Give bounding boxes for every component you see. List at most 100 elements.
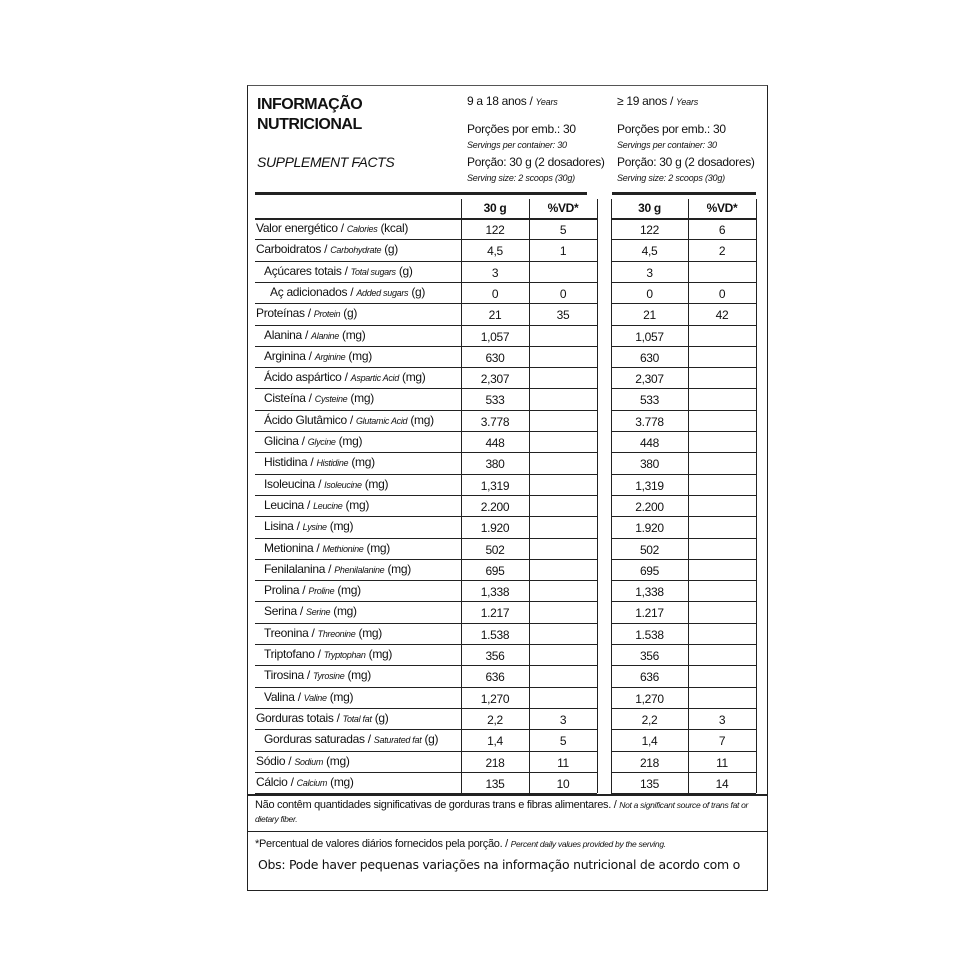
cell-value: 2.200 (635, 499, 664, 514)
label-en: Arginine (314, 351, 346, 362)
cell-value: 122 (485, 223, 505, 237)
cell-value: 7 (718, 734, 726, 749)
row-label: Ácido aspártico / Aspartic Acid (mg) (264, 370, 426, 385)
rule (255, 793, 597, 795)
label-pt: Triptofano / (264, 647, 321, 661)
label-pt: Gorduras totais / (256, 710, 340, 725)
label-pt: Carboidratos / (256, 242, 328, 257)
rule (611, 367, 756, 369)
rule (611, 452, 756, 454)
cell-value: 1,057 (635, 329, 664, 344)
column-header: 30 g (638, 201, 661, 215)
label-unit: (mg) (347, 668, 371, 683)
rule (255, 239, 597, 241)
rule (255, 409, 597, 411)
cell-value: 3 (491, 265, 499, 280)
row-label: Arginina / Arginine (mg) (264, 349, 372, 363)
rule (255, 494, 597, 496)
row-label: Triptofano / Tryptophan (mg) (264, 647, 392, 661)
label-pt: Serina / (264, 604, 303, 619)
label-pt: Isoleucina / (264, 476, 322, 491)
label-en: Isoleucine (324, 479, 362, 490)
cell-value: 695 (639, 563, 660, 578)
cell-value: 11 (557, 755, 569, 770)
label-en: Cysteine (314, 394, 348, 405)
cell-value: 3 (646, 265, 653, 280)
rule (611, 473, 756, 475)
label-pt: Cisteína / (264, 391, 312, 406)
label-unit: (kcal) (380, 221, 409, 235)
label-en: Valine (303, 692, 327, 703)
label-unit: (mg) (326, 753, 350, 768)
label-en: Tyrosine (312, 671, 345, 682)
label-en: Threonine (317, 628, 356, 639)
portion-en: Serving size: 2 scoops (30g) (617, 173, 725, 183)
label-unit: (g) (384, 242, 398, 257)
rule (255, 558, 597, 560)
label-pt: Treonina / (264, 625, 315, 640)
cell-value: 4,5 (487, 244, 503, 259)
label-pt: Cálcio / (256, 774, 294, 789)
label-unit: (mg) (366, 540, 391, 555)
cell-value: 502 (639, 542, 660, 557)
cell-value: 1,319 (480, 478, 510, 493)
rule (255, 345, 597, 347)
footnote: Não contêm quantidades significativas de… (255, 798, 763, 826)
age-en: Years (535, 97, 558, 107)
label-pt: Valina / (264, 689, 301, 704)
cell-value: 218 (485, 755, 505, 770)
label-en: Protein (313, 309, 341, 320)
rule (255, 537, 597, 539)
row-label: Alanina / Alanine (mg) (264, 328, 366, 342)
cell-value: 10 (556, 776, 570, 791)
label-pt: Valor energético / (256, 221, 344, 235)
rule (611, 771, 756, 773)
rule (611, 750, 756, 752)
rule (611, 409, 756, 411)
label-pt: Alanina / (264, 327, 308, 342)
rule (255, 622, 597, 624)
rule (688, 199, 689, 794)
cell-value: 502 (485, 542, 505, 557)
rule (611, 199, 612, 794)
rule (611, 431, 756, 432)
rule (529, 199, 530, 794)
rule (611, 324, 756, 326)
cell-value: 1,270 (635, 691, 664, 706)
servings: Porções por emb.: 30 (617, 122, 726, 136)
rule (255, 281, 597, 283)
row-label: Valor energético / Calories (kcal) (256, 221, 408, 235)
label-pt: Arginina / (264, 348, 312, 363)
row-label: Ácido Glutâmico / Glutamic Acid (mg) (264, 413, 434, 427)
row-label: Fenilalanina / Phenilalanine (mg) (264, 562, 411, 576)
label-pt: Ácido aspártico / (264, 370, 348, 385)
row-label: Gorduras saturadas / Saturated fat (g) (264, 732, 439, 747)
subtitle: SUPPLEMENT FACTS (257, 154, 395, 170)
rule (611, 729, 756, 731)
label-en: Histidine (316, 458, 349, 469)
rule (255, 473, 597, 475)
rule (611, 686, 756, 688)
cell-value: 3 (718, 712, 726, 727)
rule (611, 644, 756, 645)
label-unit: (g) (343, 306, 358, 321)
rule (255, 260, 597, 262)
rule (255, 771, 597, 773)
label-en: Phenilalanine (334, 564, 385, 575)
row-label: Carboidratos / Carbohydrate (g) (256, 242, 398, 256)
label-en: Tryptophan (323, 650, 366, 660)
label-en: Serine (306, 607, 331, 618)
cell-value: 21 (643, 308, 656, 323)
cell-value: 2 (718, 244, 726, 259)
rule (611, 665, 756, 667)
rule (611, 388, 756, 390)
cell-value: 1.217 (480, 606, 510, 621)
row-label: Isoleucina / Isoleucine (mg) (264, 476, 389, 491)
cell-value: 2,2 (487, 712, 503, 727)
label-pt: Histidina / (264, 455, 314, 470)
title: NUTRICIONAL (257, 116, 362, 133)
label-pt: Gorduras saturadas / (264, 732, 371, 747)
label-pt: Proteínas / (256, 306, 311, 321)
rule (255, 580, 597, 582)
